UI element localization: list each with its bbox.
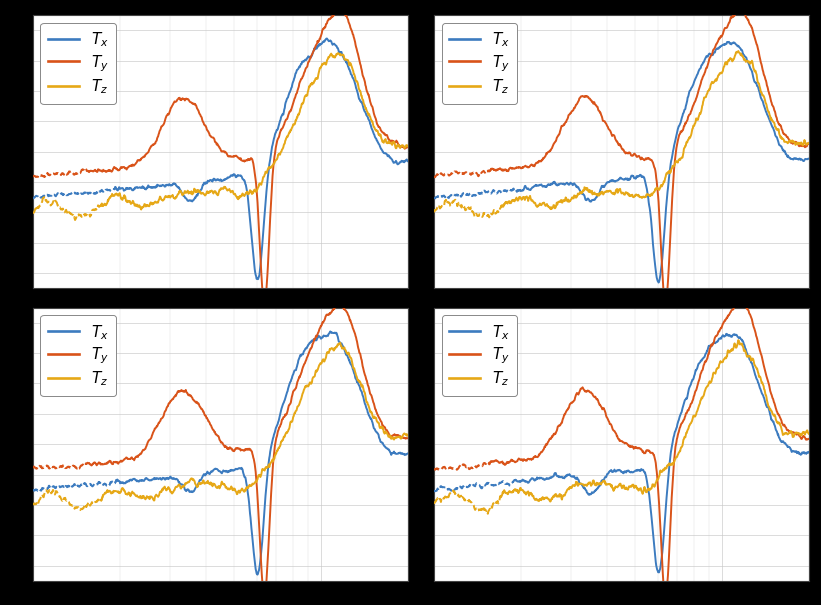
- Legend: $T_x$, $T_y$, $T_z$: $T_x$, $T_y$, $T_z$: [40, 23, 117, 103]
- Legend: $T_x$, $T_y$, $T_z$: $T_x$, $T_y$, $T_z$: [40, 315, 117, 396]
- Legend: $T_x$, $T_y$, $T_z$: $T_x$, $T_y$, $T_z$: [442, 23, 517, 103]
- Legend: $T_x$, $T_y$, $T_z$: $T_x$, $T_y$, $T_z$: [442, 315, 517, 396]
